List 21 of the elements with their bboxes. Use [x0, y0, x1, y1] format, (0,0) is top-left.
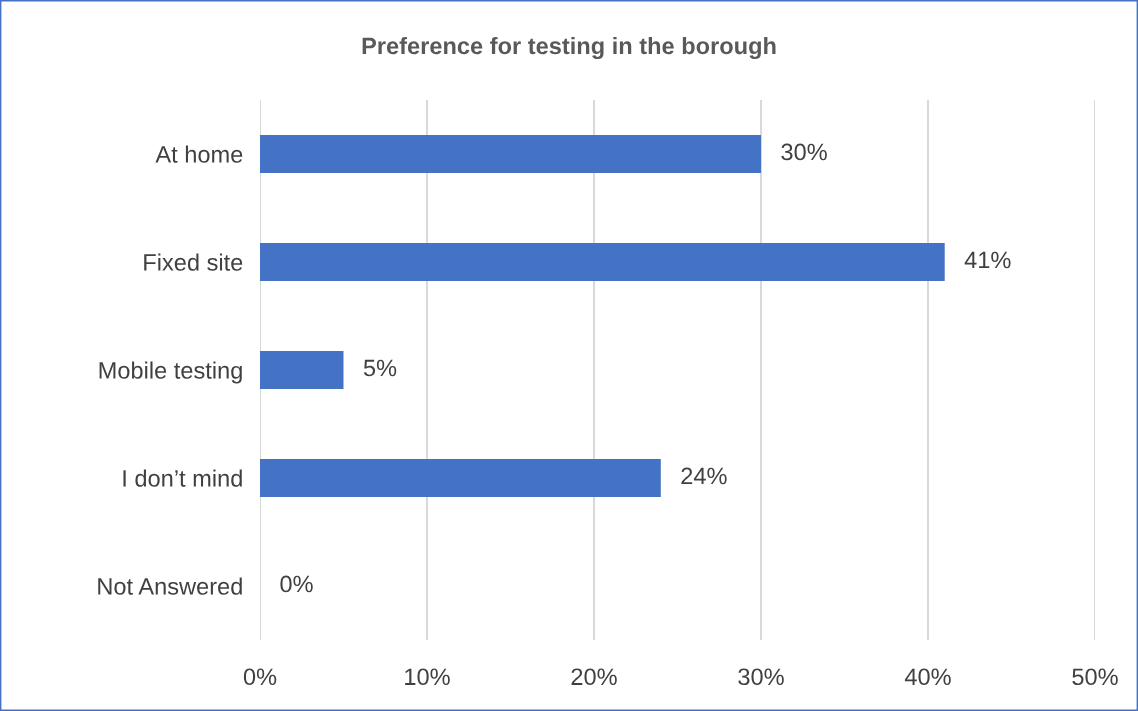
x-tick-label: 0%	[243, 668, 277, 686]
bar	[260, 351, 344, 389]
data-label: 30%	[781, 143, 827, 161]
x-tick-label: 10%	[405, 668, 450, 686]
y-tick-label: Fixed site	[144, 253, 243, 271]
y-tick-label: Not Answered	[98, 577, 242, 595]
x-tick-label: 40%	[904, 668, 951, 686]
bar	[260, 459, 661, 497]
y-tick-label: Mobile testing	[99, 361, 242, 384]
bar	[260, 243, 945, 281]
y-tick-label: At home	[155, 145, 243, 163]
x-tick-label: 20%	[571, 668, 617, 686]
chart-title: Preference for testing in the borough	[362, 36, 776, 60]
x-tick-label: 50%	[1072, 668, 1118, 686]
data-label: 41%	[964, 251, 1011, 269]
data-label: 5%	[363, 359, 397, 377]
data-label: 0%	[280, 575, 313, 593]
bar	[260, 135, 761, 173]
y-tick-label: I don’t mind	[123, 469, 242, 487]
x-tick-label: 30%	[738, 668, 784, 686]
data-label: 24%	[681, 467, 727, 485]
